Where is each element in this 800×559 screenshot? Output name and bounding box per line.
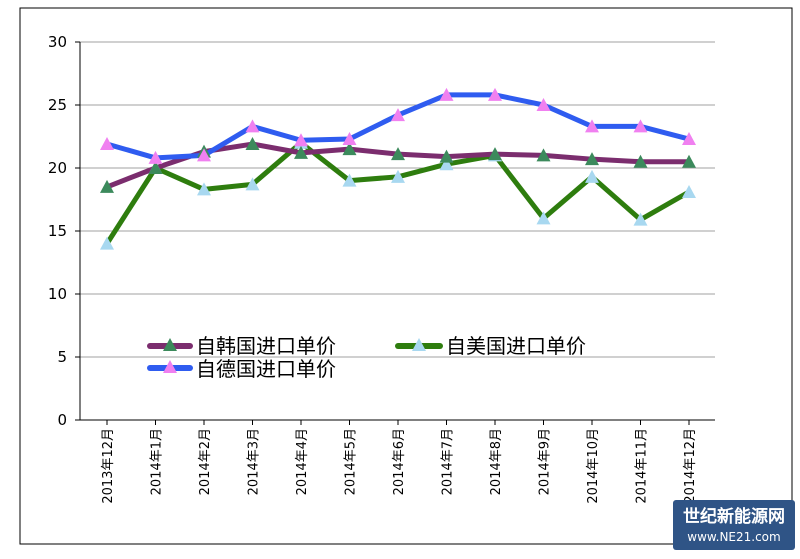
data-point-usa-0 [100, 236, 114, 250]
data-point-usa-12 [682, 184, 696, 198]
data-point-usa-10 [585, 169, 599, 183]
data-point-germany-3 [245, 119, 260, 133]
legend-label-korea: 自韩国进口单价 [196, 334, 336, 358]
legend: 自韩国进口单价 自美国进口单价 自德国进口单价 [147, 334, 586, 381]
data-point-korea-6 [391, 147, 405, 161]
xtick-label-2: 2014年2月 [198, 428, 213, 495]
data-point-korea-5 [342, 142, 357, 156]
legend-item-korea: 自韩国进口单价 [147, 334, 336, 358]
data-point-germany-8 [488, 87, 502, 101]
xtick-label-10: 2014年10月 [586, 428, 601, 504]
ytick-label-4: 20 [48, 159, 67, 177]
legend-item-usa: 自美国进口单价 [395, 334, 586, 358]
legend-marker-korea [163, 338, 177, 351]
legend-item-germany: 自德国进口单价 [147, 357, 336, 381]
data-point-korea-8 [488, 147, 502, 161]
xtick-label-6: 2014年6月 [392, 428, 407, 495]
data-point-korea-7 [439, 149, 454, 163]
data-point-usa-9 [536, 211, 551, 225]
xtick-label-12: 2014年12月 [683, 428, 698, 504]
xtick-label-7: 2014年7月 [441, 428, 456, 495]
chart-frame [19, 7, 793, 545]
xtick-label-11: 2014年11月 [635, 428, 650, 504]
data-point-germany-10 [585, 119, 599, 133]
data-point-korea-1 [148, 161, 163, 174]
xtick-label-8: 2014年8月 [489, 428, 504, 495]
watermark-title: 世纪新能源网 [683, 506, 785, 527]
ytick-label-2: 10 [48, 285, 67, 303]
data-point-usa-7 [439, 157, 454, 171]
data-point-germany-9 [536, 98, 551, 111]
watermark-background [673, 500, 795, 550]
data-point-usa-5 [342, 173, 357, 187]
data-point-usa-11 [633, 212, 648, 226]
gridlines [80, 41, 715, 358]
data-point-usa-2 [197, 182, 211, 196]
data-point-germany-2 [197, 148, 211, 162]
data-point-germany-7 [439, 87, 454, 101]
data-point-germany-12 [682, 132, 696, 146]
y-axis-tick-labels: 0 5 10 15 20 25 30 [48, 33, 67, 429]
ytick-label-0: 0 [57, 411, 67, 429]
legend-marker-usa [412, 338, 426, 351]
ytick-label-3: 15 [48, 222, 67, 240]
legend-marker-germany [163, 360, 177, 373]
data-point-korea-12 [682, 154, 696, 168]
xtick-label-3: 2014年3月 [247, 428, 262, 495]
data-point-germany-11 [633, 119, 648, 133]
xtick-label-9: 2014年9月 [538, 428, 553, 495]
data-point-korea-11 [633, 154, 648, 168]
data-point-korea-10 [585, 152, 599, 166]
xtick-label-1: 2014年1月 [150, 428, 165, 495]
xtick-label-4: 2014年4月 [295, 428, 310, 495]
data-point-korea-0 [100, 179, 114, 193]
series-markers [100, 87, 696, 250]
axes [75, 41, 715, 425]
x-axis-tick-labels: 2013年12月 2014年1月 2014年2月 2014年3月 2014年4月 2014… [101, 428, 698, 504]
data-point-germany-0 [100, 137, 114, 151]
data-point-germany-5 [342, 132, 357, 146]
data-point-korea-3 [245, 137, 260, 151]
data-point-korea-9 [536, 148, 551, 162]
watermark-url: www.NE21.com [687, 530, 780, 544]
legend-label-usa: 自美国进口单价 [446, 334, 586, 358]
legend-label-germany: 自德国进口单价 [196, 357, 336, 381]
data-point-germany-1 [148, 150, 163, 164]
data-point-germany-6 [391, 108, 405, 122]
xtick-label-5: 2014年5月 [344, 428, 359, 495]
ytick-label-6: 30 [48, 33, 67, 51]
data-point-usa-6 [391, 169, 405, 183]
site-watermark: 世纪新能源网 www.NE21.com [673, 500, 795, 550]
ytick-label-5: 25 [48, 96, 67, 114]
data-point-germany-4 [294, 133, 308, 147]
data-point-korea-4 [294, 145, 308, 159]
ytick-label-1: 5 [57, 348, 67, 366]
data-point-usa-3 [245, 177, 260, 191]
xtick-label-0: 2013年12月 [101, 428, 116, 504]
